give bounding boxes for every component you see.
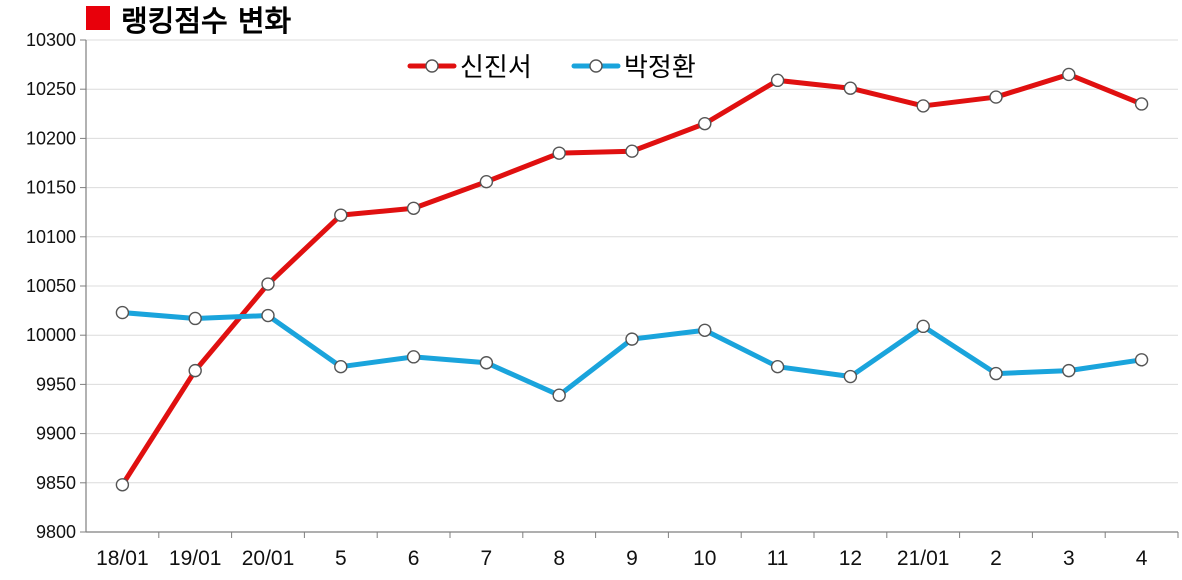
x-tick-label-10: 12 [839,547,862,570]
x-tick-label-9: 11 [767,547,789,570]
data-point-1-2 [261,308,275,323]
data-point-1-9 [770,359,785,374]
legend-marker-1 [589,59,603,73]
x-tick-label-13: 3 [1063,547,1075,570]
legend-item-1: 박정환 [571,53,696,83]
data-point-1-3 [334,359,348,374]
data-point-1-10 [843,369,858,384]
data-point-0-10 [843,81,858,95]
data-point-0-13 [1062,67,1076,82]
x-tick-label-1: 19/01 [169,547,222,570]
data-point-1-5 [479,356,494,370]
data-point-0-6 [552,146,566,160]
legend-label-1: 박정환 [624,53,696,83]
x-tick-label-7: 9 [626,547,638,570]
y-tick-label-2: 9900 [36,424,76,444]
x-tick-label-5: 7 [481,547,493,570]
y-tick-label-4: 10000 [26,325,76,345]
data-point-0-1 [188,363,202,378]
legend-marker-0 [425,59,439,73]
data-point-1-11 [916,319,930,334]
data-point-0-8 [698,116,712,131]
y-tick-labels: 9800 9850 9900 9950 10000 10050 10100 10150 1020… [26,30,76,542]
data-point-1-14 [1134,353,1149,367]
x-tick-label-3: 5 [335,547,347,570]
y-tick-label-1: 9850 [36,473,76,493]
x-tick-label-6: 8 [553,547,565,570]
y-tick-label-8: 10200 [26,128,76,148]
data-point-0-0 [115,478,130,492]
gridlines [80,39,1178,533]
legend-label-0: 신진서 [460,53,532,83]
data-point-1-6 [552,388,566,402]
chart-title: 랭킹점수 변화 [121,4,291,38]
data-point-1-4 [406,350,421,364]
series [115,67,1149,492]
y-tick-label-10: 10300 [26,30,76,50]
x-tick-labels: 18/01 19/01 20/01 5 6 7 8 9 10 11 12 21/01 2 3 4 [96,547,1148,570]
series-line-1 [119,310,1145,398]
data-point-0-7 [625,144,639,158]
data-point-1-12 [989,366,1003,381]
axes [85,40,1179,538]
x-tick-label-8: 10 [693,547,716,570]
y-tick-label-7: 10150 [26,178,76,198]
series-1 [115,305,1149,402]
data-point-1-8 [698,323,712,337]
title-marker [86,6,110,30]
data-point-0-12 [989,90,1003,104]
data-point-1-13 [1062,363,1076,378]
x-tick-label-11: 21/01 [897,547,950,570]
y-tick-label-0: 9800 [36,522,76,542]
data-point-1-0 [115,305,130,320]
x-tick-label-12: 2 [990,547,1002,570]
x-tick-label-0: 18/01 [96,547,149,570]
y-tick-label-9: 10250 [26,79,76,99]
data-point-0-4 [406,201,421,215]
legend-item-0: 신진서 [407,53,532,83]
data-point-0-3 [334,208,348,222]
legend: 신진서 박정환 [407,53,696,83]
data-point-0-5 [479,174,494,189]
y-tick-label-6: 10100 [26,227,76,247]
data-point-0-14 [1134,97,1149,111]
data-point-0-11 [916,99,930,113]
x-tick-label-14: 4 [1136,547,1148,570]
x-tick-label-2: 20/01 [242,547,295,570]
data-point-1-1 [188,311,202,326]
data-point-0-9 [770,73,785,88]
series-0 [115,67,1149,492]
x-tick-label-4: 6 [408,547,420,570]
y-tick-label-3: 9950 [36,374,76,394]
series-line-0 [119,71,1145,488]
data-point-1-7 [625,332,639,346]
y-tick-label-5: 10050 [26,276,76,296]
data-point-0-2 [261,277,275,291]
